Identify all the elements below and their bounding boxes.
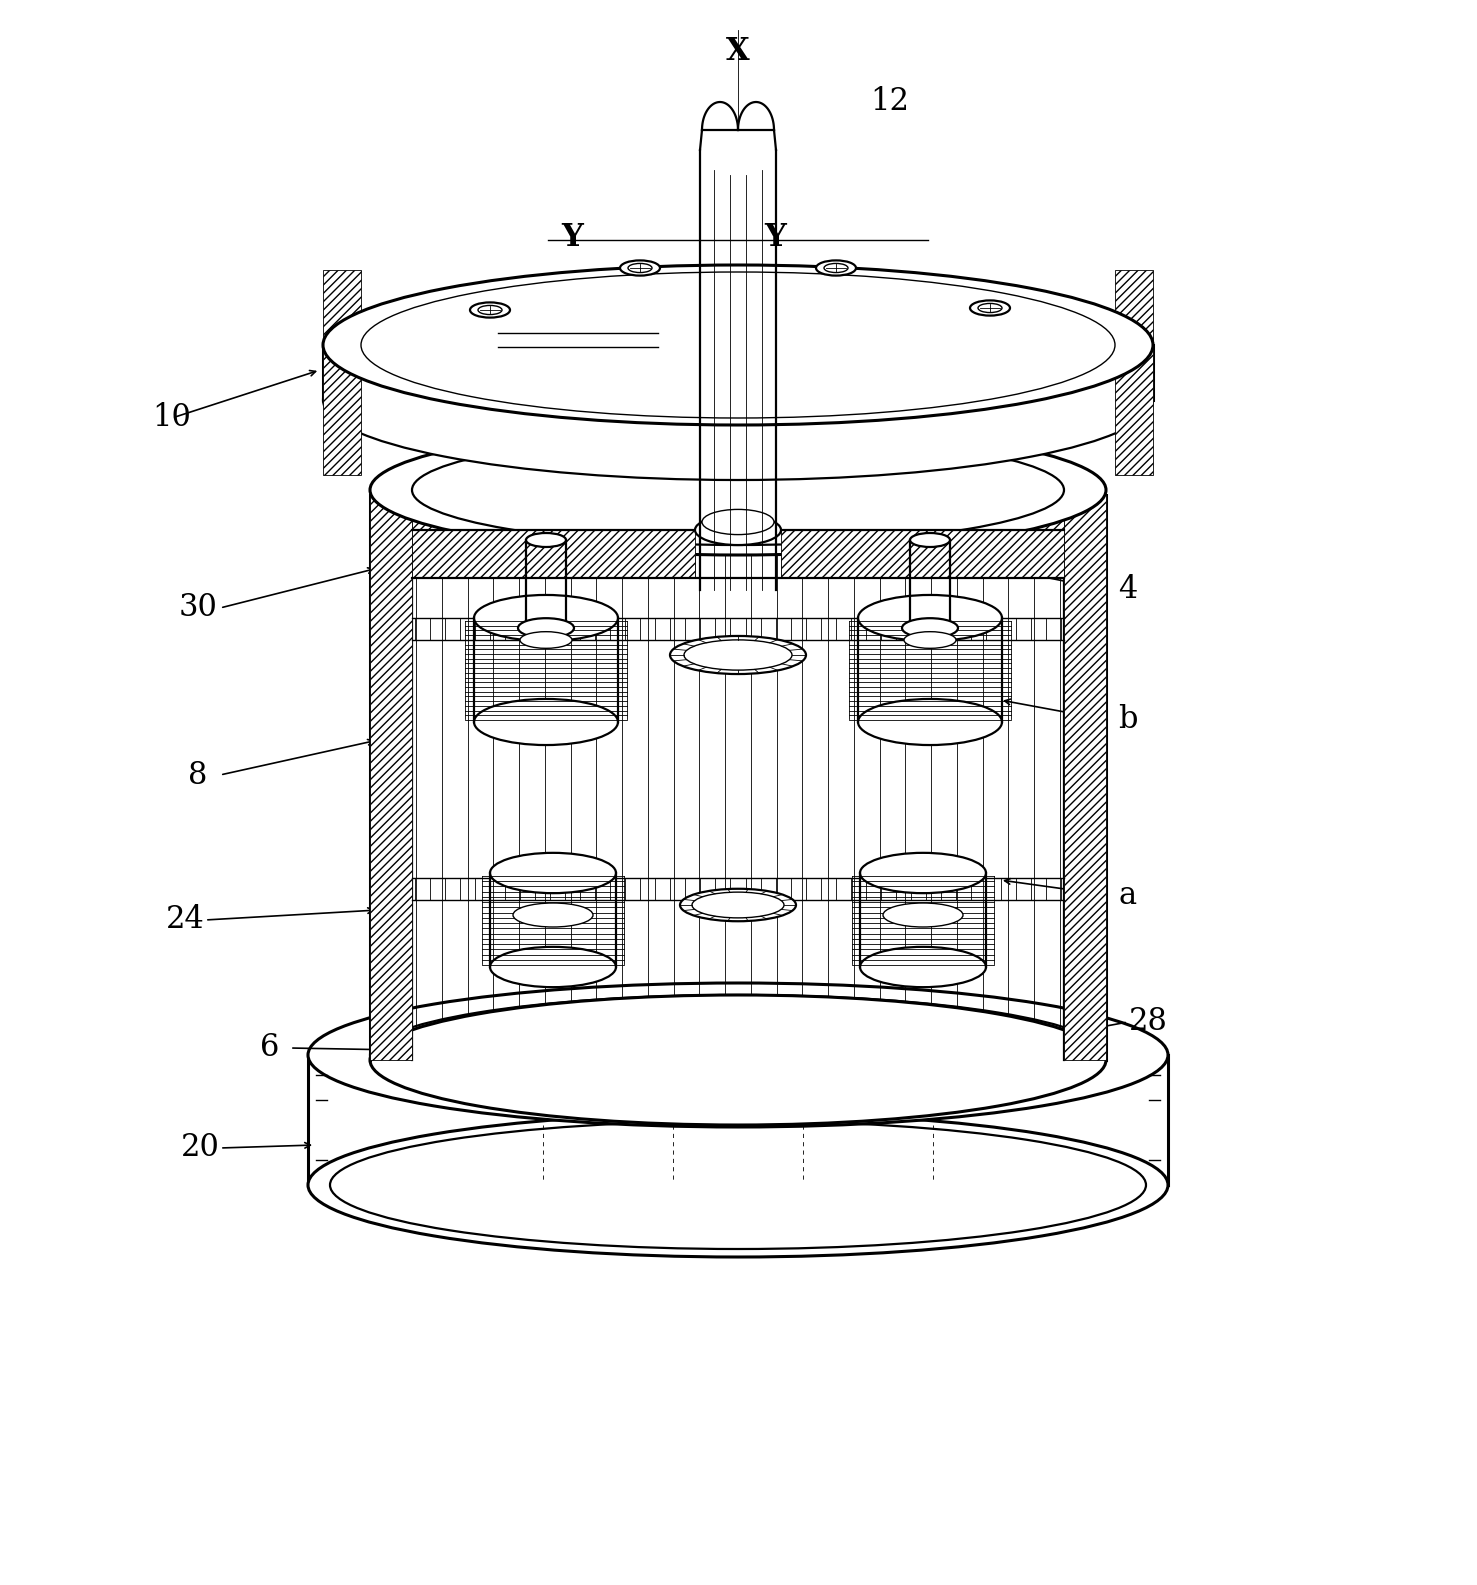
Ellipse shape xyxy=(470,303,510,317)
Ellipse shape xyxy=(490,853,616,894)
Ellipse shape xyxy=(520,632,572,648)
Ellipse shape xyxy=(858,594,1001,640)
Polygon shape xyxy=(1115,269,1154,476)
Text: 6: 6 xyxy=(260,1032,279,1064)
Ellipse shape xyxy=(371,995,1106,1125)
Ellipse shape xyxy=(513,903,592,927)
Ellipse shape xyxy=(309,1113,1168,1257)
Polygon shape xyxy=(781,495,1063,579)
Ellipse shape xyxy=(628,263,651,273)
Ellipse shape xyxy=(526,533,566,547)
Text: 4: 4 xyxy=(1118,574,1137,605)
Ellipse shape xyxy=(684,640,792,670)
Ellipse shape xyxy=(860,946,987,987)
Ellipse shape xyxy=(535,908,572,921)
Polygon shape xyxy=(323,269,360,476)
Ellipse shape xyxy=(371,995,1106,1114)
Ellipse shape xyxy=(696,515,781,545)
Ellipse shape xyxy=(323,320,1154,480)
Polygon shape xyxy=(371,495,412,1060)
Ellipse shape xyxy=(309,983,1168,1127)
Ellipse shape xyxy=(518,618,575,637)
Ellipse shape xyxy=(329,1121,1146,1249)
Text: 10: 10 xyxy=(152,403,192,434)
Ellipse shape xyxy=(693,892,784,918)
Ellipse shape xyxy=(490,946,616,987)
Ellipse shape xyxy=(815,260,857,276)
Ellipse shape xyxy=(904,632,956,648)
Text: 2: 2 xyxy=(662,469,682,501)
Polygon shape xyxy=(412,529,696,579)
Ellipse shape xyxy=(679,889,796,921)
Ellipse shape xyxy=(412,434,1063,545)
Polygon shape xyxy=(412,495,696,579)
Text: 8: 8 xyxy=(188,759,208,791)
Ellipse shape xyxy=(474,699,617,745)
Ellipse shape xyxy=(824,263,848,273)
Ellipse shape xyxy=(323,265,1154,425)
Ellipse shape xyxy=(360,273,1115,418)
Text: b: b xyxy=(1118,704,1137,735)
Ellipse shape xyxy=(479,306,502,314)
Ellipse shape xyxy=(620,260,660,276)
Text: 28: 28 xyxy=(1128,1006,1167,1038)
Ellipse shape xyxy=(702,509,774,534)
Text: 20: 20 xyxy=(180,1133,220,1163)
Text: 24: 24 xyxy=(165,905,204,935)
Ellipse shape xyxy=(970,301,1010,315)
Ellipse shape xyxy=(371,425,1106,555)
Text: 30: 30 xyxy=(179,593,217,623)
Ellipse shape xyxy=(860,853,987,894)
Text: 22: 22 xyxy=(1099,369,1137,401)
Ellipse shape xyxy=(858,699,1001,745)
Ellipse shape xyxy=(905,908,941,921)
Ellipse shape xyxy=(895,907,951,924)
Text: Y: Y xyxy=(764,222,786,252)
Text: X: X xyxy=(727,36,750,68)
Ellipse shape xyxy=(902,618,959,637)
Ellipse shape xyxy=(883,903,963,927)
Ellipse shape xyxy=(524,907,580,924)
Text: Y: Y xyxy=(561,222,583,252)
Polygon shape xyxy=(781,529,1063,579)
Polygon shape xyxy=(1063,495,1106,1060)
Ellipse shape xyxy=(474,594,617,640)
Ellipse shape xyxy=(978,303,1001,312)
Text: a: a xyxy=(1120,880,1137,910)
Ellipse shape xyxy=(910,533,950,547)
Text: 12: 12 xyxy=(870,87,910,117)
Ellipse shape xyxy=(671,636,806,674)
